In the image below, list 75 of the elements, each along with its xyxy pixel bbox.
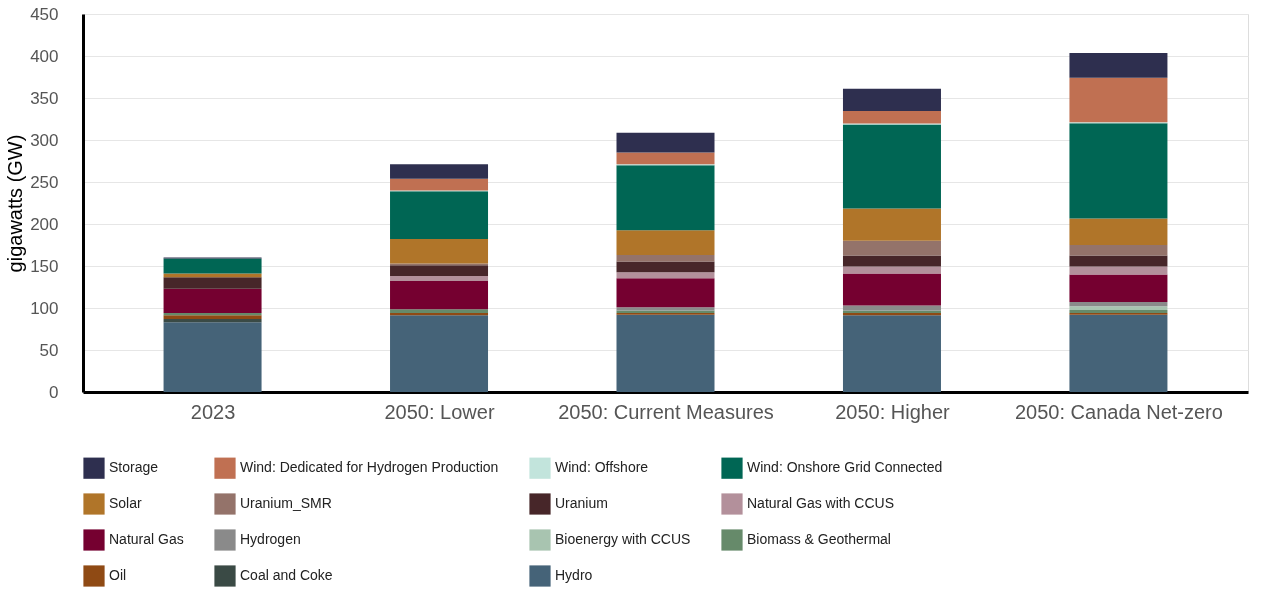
y-tick-label: 300 xyxy=(30,130,59,150)
bar xyxy=(163,277,262,289)
bar xyxy=(1069,274,1168,303)
bar xyxy=(842,111,941,124)
y-tick-label: 150 xyxy=(30,256,59,276)
bar xyxy=(1069,255,1168,267)
bar xyxy=(1069,314,1168,392)
bar xyxy=(616,272,715,279)
legend-label: Storage xyxy=(109,459,159,476)
legend-label: Hydro xyxy=(555,567,593,583)
bar xyxy=(616,152,715,165)
legend-label: Natural Gas xyxy=(109,531,184,547)
bar xyxy=(616,278,715,308)
bar xyxy=(1069,53,1168,78)
legend-label: Uranium_SMR xyxy=(240,495,332,511)
y-tick-label: 400 xyxy=(30,46,59,66)
bar xyxy=(390,276,489,282)
bar xyxy=(390,239,489,264)
legend-label: Coal and Coke xyxy=(240,567,333,583)
y-tick-label: 350 xyxy=(30,88,59,108)
x-tick-label: 2050: Canada Net-zero xyxy=(1014,400,1223,423)
bar xyxy=(1069,302,1168,307)
bar xyxy=(842,255,941,267)
y-tick-label: 200 xyxy=(30,214,59,234)
x-tick-label: 2023 xyxy=(190,400,236,423)
bar xyxy=(842,208,941,241)
bar xyxy=(842,315,941,392)
bar xyxy=(842,305,941,311)
legend-label: Wind: Offshore xyxy=(555,459,649,476)
legend-label: Oil xyxy=(109,567,127,583)
bar xyxy=(390,265,489,277)
bar xyxy=(1069,245,1168,256)
bar xyxy=(842,124,941,209)
y-tick-label: 50 xyxy=(39,340,59,360)
bar xyxy=(1069,306,1168,311)
bar xyxy=(1069,218,1168,245)
bar xyxy=(390,191,489,240)
legend-label: Hydrogen xyxy=(240,531,301,547)
bar xyxy=(616,261,715,273)
bar xyxy=(1069,77,1168,123)
bar xyxy=(163,258,262,274)
bar xyxy=(1069,123,1168,219)
legend-label: Uranium xyxy=(555,495,608,511)
bar xyxy=(390,281,489,310)
bar xyxy=(390,309,489,314)
legend-label: Wind: Dedicated for Hydrogen Production xyxy=(240,459,499,476)
bar xyxy=(616,165,715,231)
y-tick-label: 0 xyxy=(49,382,59,402)
y-tick-label: 250 xyxy=(30,172,59,192)
bar xyxy=(390,164,489,179)
x-tick-label: 2050: Lower xyxy=(384,400,495,423)
bar xyxy=(842,88,941,112)
legend-label: Natural Gas with CCUS xyxy=(747,495,895,511)
bar xyxy=(1069,266,1168,275)
bar xyxy=(616,132,715,153)
x-tick-label: 2050: Higher xyxy=(835,400,951,423)
legend-label: Bioenergy with CCUS xyxy=(555,531,691,547)
legend-label: Solar xyxy=(109,495,143,511)
bar xyxy=(390,315,489,392)
bar xyxy=(616,230,715,256)
bar xyxy=(616,255,715,262)
legend-label: Wind: Onshore Grid Connected xyxy=(747,459,943,476)
y-tick-label: 450 xyxy=(30,4,59,24)
bar xyxy=(163,322,262,392)
bar xyxy=(390,313,489,316)
bar xyxy=(616,314,715,392)
y-axis-title: gigawatts (GW) xyxy=(4,134,27,273)
bar xyxy=(163,288,262,314)
bar xyxy=(842,273,941,306)
legend-label: Biomass & Geothermal xyxy=(747,531,891,547)
x-tick-label: 2050: Current Measures xyxy=(558,400,774,423)
bar xyxy=(842,266,941,274)
bar xyxy=(390,178,489,191)
y-tick-label: 100 xyxy=(30,298,59,318)
bar xyxy=(842,240,941,256)
